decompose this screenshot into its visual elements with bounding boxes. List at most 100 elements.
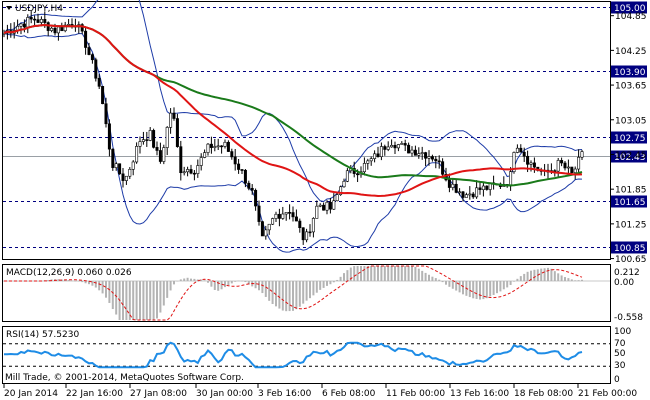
macd-histogram-bar — [57, 279, 60, 281]
macd-histogram-bar — [560, 275, 563, 281]
candle-body — [165, 127, 169, 148]
candle-body — [362, 163, 366, 173]
candle-body — [179, 146, 183, 174]
macd-histogram-bar — [346, 270, 349, 281]
macd-histogram-bar — [200, 279, 203, 281]
symbol-label: USDJPY,H4 — [15, 4, 63, 14]
macd-histogram-bar — [397, 266, 400, 281]
candle-body — [213, 146, 217, 148]
macd-histogram-bar — [227, 281, 230, 286]
candle-body — [237, 163, 241, 170]
macd-histogram-bar — [84, 281, 87, 284]
candle-body — [90, 54, 94, 61]
candle-body — [577, 156, 581, 170]
macd-histogram-bar — [414, 266, 417, 281]
rsi-tick-30: 30 — [614, 361, 626, 371]
macd-histogram-bar — [519, 276, 522, 281]
macd-histogram-bar — [492, 281, 495, 295]
macd-histogram-bar — [111, 281, 114, 310]
macd-histogram-bar — [390, 266, 393, 281]
candle-body — [145, 139, 149, 141]
candle-body — [451, 183, 455, 188]
candle-body — [94, 59, 98, 79]
candle-body — [97, 77, 101, 87]
macd-histogram-bar — [455, 281, 458, 291]
candle-body — [288, 212, 292, 214]
rsi-indicator — [3, 341, 610, 369]
macd-histogram-bar — [506, 281, 509, 288]
candle-body — [447, 179, 451, 188]
macd-histogram-bar — [166, 281, 169, 298]
macd-histogram-bar — [122, 281, 124, 320]
candle-body — [519, 147, 523, 153]
rsi-tick-100: 100 — [614, 327, 631, 337]
candle-body — [291, 212, 295, 218]
candle-body — [152, 130, 156, 148]
time-axis-label: 21 Feb 00:00 — [578, 389, 637, 399]
candle-body — [509, 171, 513, 187]
time-axis-label: 3 Feb 16:00 — [258, 389, 312, 399]
price-axis: 104.85 104.25 103.65 103.05 102.45 101.85 101.… — [610, 12, 647, 265]
candle-body — [271, 218, 275, 225]
candle-body — [135, 146, 139, 163]
candle-body — [216, 145, 220, 148]
macd-histogram-bar — [91, 281, 94, 286]
macd-tick-zero: 0.00 — [614, 278, 634, 288]
macd-histogram-bar — [509, 281, 512, 285]
candle-body — [84, 30, 88, 48]
candle-body — [226, 141, 230, 152]
candle-body — [22, 23, 26, 28]
candle-body — [26, 17, 30, 28]
time-axis-label: 20 Jan 2014 — [4, 389, 58, 399]
macd-histogram-bar — [264, 281, 267, 297]
candle-body — [124, 175, 128, 181]
macd-histogram-bar — [482, 281, 485, 300]
candle-body — [373, 153, 377, 159]
macd-tick-top: 0.212 — [614, 268, 640, 278]
candle-body — [138, 141, 142, 147]
price-level-tag — [611, 195, 647, 208]
macd-histogram-bar — [77, 281, 80, 282]
candle-body — [294, 216, 298, 222]
candle-body — [277, 213, 281, 219]
candle-body — [345, 170, 349, 182]
price-level-tag — [611, 150, 647, 163]
time-axis-label: 22 Jan 16:00 — [66, 389, 123, 399]
macd-histogram-bar — [553, 271, 556, 281]
macd-histogram-bar — [326, 281, 328, 286]
macd-histogram-bar — [135, 281, 138, 320]
macd-panel-border — [2, 264, 611, 322]
macd-histogram-bar — [71, 280, 73, 282]
macd-histogram-bar — [485, 281, 488, 299]
copyright-text: Mill Trade, © 2001-2014, MetaQuotes Soft… — [5, 373, 244, 383]
macd-histogram-bar — [213, 281, 216, 290]
candle-body — [33, 18, 37, 21]
ma-fast-line — [3, 23, 583, 198]
candle-body — [383, 146, 387, 150]
macd-histogram-bar — [203, 280, 206, 281]
macd-histogram-bar — [570, 279, 573, 281]
macd-histogram-bar — [543, 268, 546, 281]
macd-histogram-bar — [132, 281, 135, 320]
candle-body — [386, 146, 390, 150]
price-level-tag — [611, 241, 647, 254]
candle-body — [175, 118, 179, 147]
candle-body — [192, 172, 196, 175]
candle-body — [342, 180, 346, 188]
price-level-tag-text: 101.65 — [614, 198, 646, 208]
price-axis-label: 104.85 — [615, 12, 647, 22]
macd-histogram-bar — [343, 273, 345, 281]
candle-body — [128, 169, 132, 177]
time-axis-label: 13 Feb 16:00 — [450, 389, 509, 399]
macd-histogram-bar — [298, 281, 301, 307]
dropdown-arrow-icon[interactable] — [6, 6, 12, 10]
candle-body — [379, 146, 383, 158]
macd-histogram-bar — [254, 281, 257, 289]
macd-histogram-bar — [540, 268, 543, 281]
macd-histogram-bar — [574, 280, 577, 281]
bollinger-upper — [3, 0, 583, 203]
macd-histogram-bar — [387, 266, 390, 281]
macd-histogram-bar — [404, 266, 407, 281]
candle-body — [570, 166, 574, 173]
